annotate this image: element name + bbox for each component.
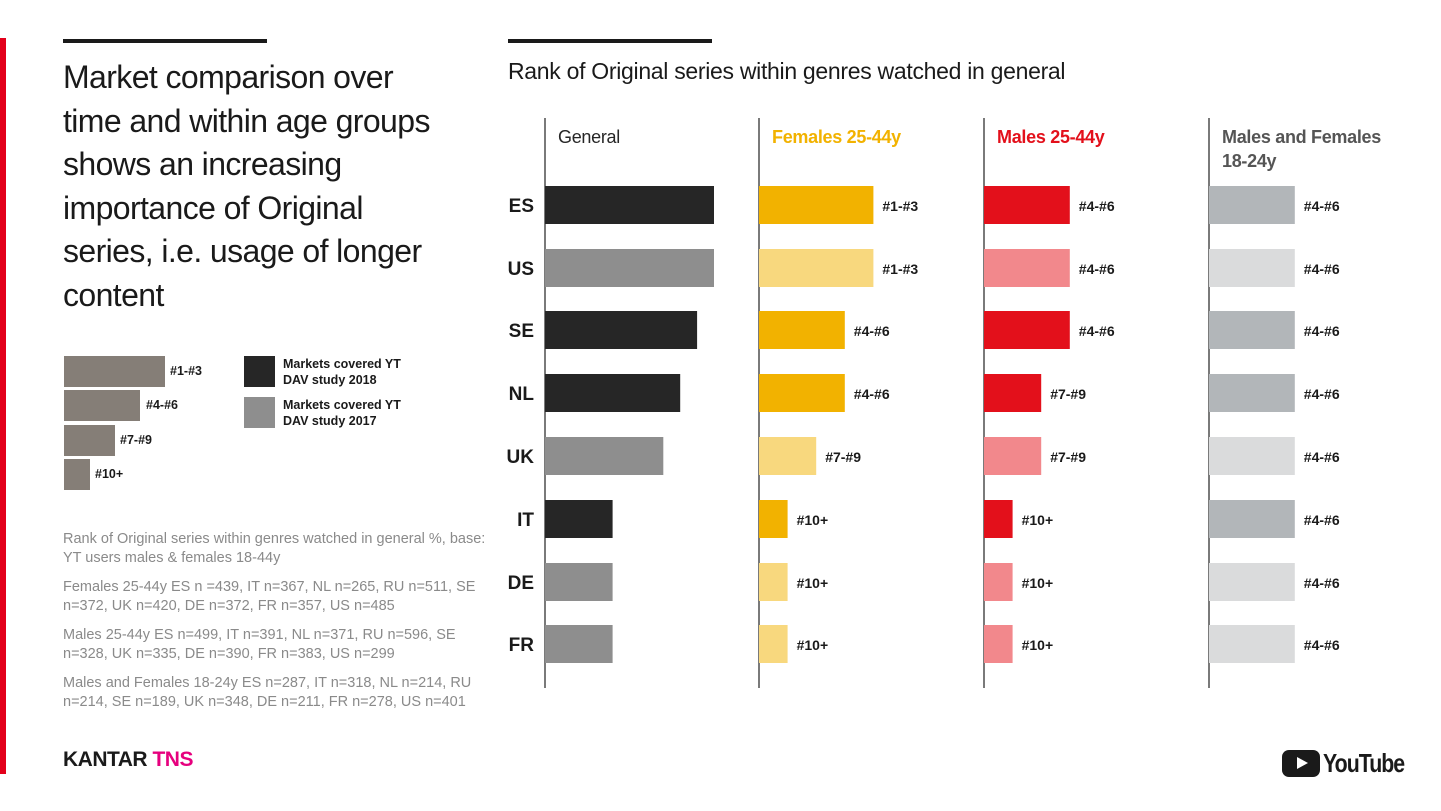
bar-label-3-uk: #4-#6 — [1304, 449, 1340, 465]
bar-2-it — [984, 500, 1013, 538]
bar-1-de — [759, 563, 788, 601]
market-label-us: US — [508, 259, 534, 280]
legend-text-2018: Markets covered YT DAV study 2018 — [283, 357, 401, 387]
chart-title: Rank of Original series within genres wa… — [508, 58, 1066, 84]
bar-0-es — [545, 186, 714, 224]
market-label-nl: NL — [509, 384, 535, 405]
bar-3-us — [1209, 249, 1295, 287]
note-males: Males 25-44y ES n=499, IT n=391, NL n=37… — [63, 627, 456, 662]
bar-0-it — [545, 500, 613, 538]
bar-1-us — [759, 249, 874, 287]
youtube-logo: YouTube — [1282, 748, 1422, 779]
bar-0-se — [545, 311, 698, 349]
bar-label-1-se: #4-#6 — [854, 323, 890, 339]
note-females: Females 25-44y ES n =439, IT n=367, NL n… — [63, 579, 476, 614]
panel-header-1: Females 25-44y — [772, 127, 901, 147]
legend-rank-label-1: #1-#3 — [170, 364, 202, 378]
market-label-de: DE — [508, 573, 534, 594]
bar-3-se — [1209, 311, 1295, 349]
panel-header-2: Males 25-44y — [997, 127, 1105, 147]
headline-rule — [63, 39, 267, 43]
market-label-fr: FR — [509, 635, 535, 656]
bar-3-es — [1209, 186, 1295, 224]
bar-label-2-de: #10+ — [1022, 575, 1054, 591]
bar-label-1-de: #10+ — [797, 575, 829, 591]
tns-wordmark: TNS — [152, 748, 193, 771]
base-notes: Rank of Original series within genres wa… — [63, 530, 488, 722]
note-mf1824: Males and Females 18-24y ES n=287, IT n=… — [63, 675, 472, 710]
bar-2-es — [984, 186, 1070, 224]
bar-3-uk — [1209, 437, 1295, 475]
market-label-it: IT — [517, 510, 534, 531]
bar-label-2-fr: #10+ — [1022, 637, 1054, 653]
market-label-se: SE — [509, 321, 534, 342]
bar-label-2-nl: #7-#9 — [1050, 386, 1086, 402]
bar-label-1-nl: #4-#6 — [854, 386, 890, 402]
legend-rank-bar-2 — [64, 390, 140, 421]
bar-label-2-se: #4-#6 — [1079, 323, 1115, 339]
legend-swatch-2017 — [244, 397, 275, 428]
bar-label-2-us: #4-#6 — [1079, 261, 1115, 277]
bar-1-es — [759, 186, 874, 224]
bar-3-fr — [1209, 625, 1295, 663]
youtube-play-icon — [1282, 750, 1320, 777]
bar-label-3-se: #4-#6 — [1304, 323, 1340, 339]
bar-0-nl — [545, 374, 681, 412]
bar-1-nl — [759, 374, 845, 412]
note-base: Rank of Original series within genres wa… — [63, 531, 486, 566]
bar-0-uk — [545, 437, 664, 475]
bar-1-se — [759, 311, 845, 349]
bar-1-uk — [759, 437, 817, 475]
bar-label-3-nl: #4-#6 — [1304, 386, 1340, 402]
bar-label-3-it: #4-#6 — [1304, 512, 1340, 528]
bar-label-1-us: #1-#3 — [882, 261, 918, 277]
bar-1-it — [759, 500, 788, 538]
market-label-es: ES — [509, 196, 534, 217]
bar-label-2-it: #10+ — [1022, 512, 1054, 528]
bar-1-fr — [759, 625, 788, 663]
bar-label-1-es: #1-#3 — [882, 198, 918, 214]
bar-label-2-es: #4-#6 — [1079, 198, 1115, 214]
bar-2-nl — [984, 374, 1042, 412]
bar-3-it — [1209, 500, 1295, 538]
bar-0-fr — [545, 625, 613, 663]
bar-3-nl — [1209, 374, 1295, 412]
legend-text-2017: Markets covered YT DAV study 2017 — [283, 398, 401, 428]
bar-2-uk — [984, 437, 1042, 475]
panel-header-3-line2: 18-24y — [1222, 151, 1277, 171]
market-label-uk: UK — [507, 447, 535, 468]
chart-title-rule — [508, 39, 712, 43]
bar-2-de — [984, 563, 1013, 601]
bar-label-1-fr: #10+ — [797, 637, 829, 653]
accent-edge-bar — [0, 38, 6, 774]
panel-header-0: General — [558, 127, 620, 147]
legend-swatch-2018 — [244, 356, 275, 387]
bar-label-1-uk: #7-#9 — [825, 449, 861, 465]
bar-label-3-fr: #4-#6 — [1304, 637, 1340, 653]
bar-label-1-it: #10+ — [797, 512, 829, 528]
legend-rank-label-3: #7-#9 — [120, 433, 152, 447]
legend-rank-bar-1 — [64, 356, 165, 387]
kantar-tns-logo: KANTAR TNS — [63, 748, 193, 772]
bar-3-de — [1209, 563, 1295, 601]
panel-header-3: Males and Females — [1222, 127, 1381, 147]
bar-label-2-uk: #7-#9 — [1050, 449, 1086, 465]
kantar-wordmark: KANTAR — [63, 748, 148, 771]
bar-2-se — [984, 311, 1070, 349]
bar-label-3-us: #4-#6 — [1304, 261, 1340, 277]
headline: Market comparison over time and within a… — [63, 59, 430, 313]
youtube-wordmark: YouTube — [1323, 748, 1405, 778]
bar-2-us — [984, 249, 1070, 287]
bar-2-fr — [984, 625, 1013, 663]
bar-0-us — [545, 249, 714, 287]
bar-label-3-de: #4-#6 — [1304, 575, 1340, 591]
legend-rank-bar-4 — [64, 459, 90, 490]
legend-rank-bar-3 — [64, 425, 115, 456]
bar-0-de — [545, 563, 613, 601]
legend-rank-label-2: #4-#6 — [146, 398, 178, 412]
legend-rank-label-4: #10+ — [95, 467, 124, 481]
bar-label-3-es: #4-#6 — [1304, 198, 1340, 214]
